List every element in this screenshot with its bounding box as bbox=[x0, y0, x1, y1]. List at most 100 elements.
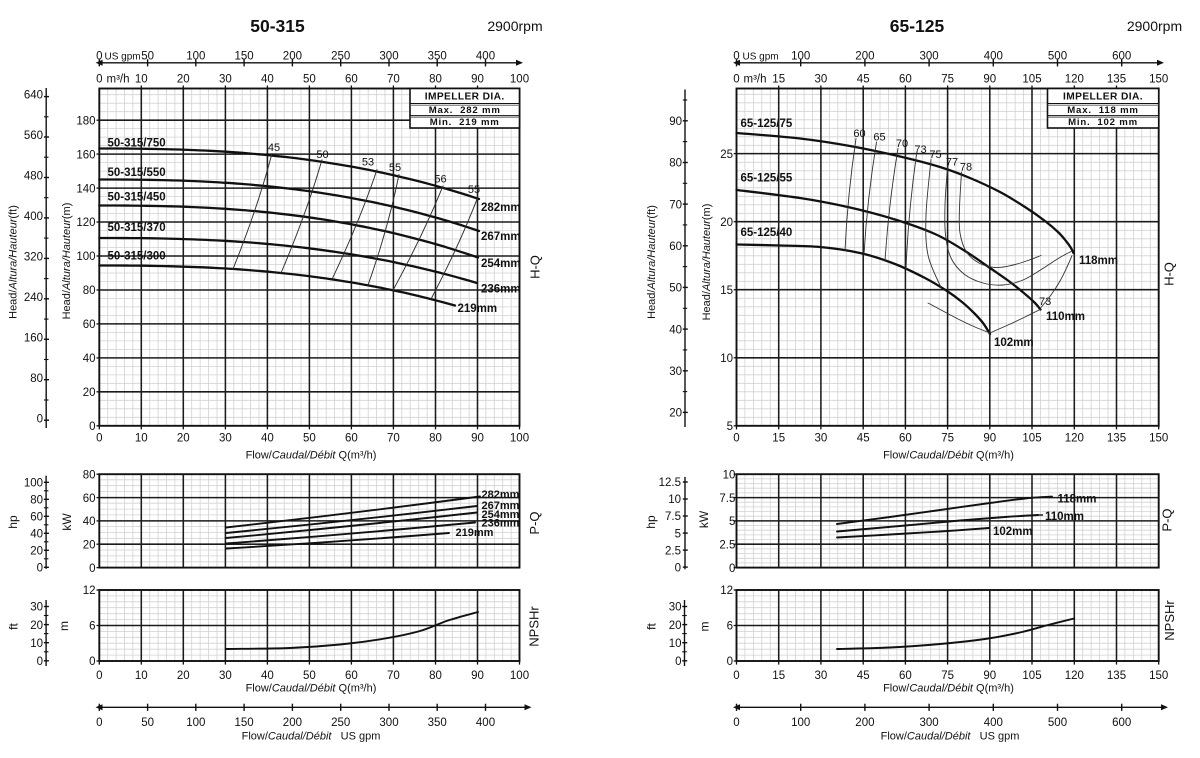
svg-text:0: 0 bbox=[89, 656, 95, 668]
svg-text:300: 300 bbox=[920, 717, 939, 729]
svg-text:40: 40 bbox=[83, 516, 96, 528]
svg-text:150: 150 bbox=[235, 717, 254, 729]
svg-text:560: 560 bbox=[24, 130, 43, 142]
svg-text:P-Q: P-Q bbox=[1160, 508, 1175, 531]
svg-text:6: 6 bbox=[727, 621, 733, 633]
svg-text:75: 75 bbox=[941, 433, 954, 445]
svg-text:hp: hp bbox=[644, 515, 658, 529]
svg-text:0: 0 bbox=[675, 562, 681, 574]
svg-text:600: 600 bbox=[1112, 51, 1131, 63]
svg-text:2.5: 2.5 bbox=[719, 540, 735, 552]
svg-text:80: 80 bbox=[429, 74, 442, 86]
svg-text:45: 45 bbox=[857, 433, 870, 445]
svg-text:10: 10 bbox=[723, 469, 736, 481]
svg-text:65-125/75: 65-125/75 bbox=[741, 118, 793, 130]
svg-text:300: 300 bbox=[379, 717, 398, 729]
svg-text:75: 75 bbox=[929, 149, 941, 161]
svg-text:0: 0 bbox=[37, 414, 43, 426]
svg-text:30: 30 bbox=[815, 433, 828, 445]
svg-text:10: 10 bbox=[720, 353, 733, 365]
svg-text:180: 180 bbox=[76, 115, 95, 127]
svg-text:282mm: 282mm bbox=[481, 202, 521, 214]
svg-text:80: 80 bbox=[669, 158, 682, 170]
svg-text:H-Q: H-Q bbox=[527, 255, 542, 279]
svg-text:m: m bbox=[698, 622, 712, 632]
svg-text:80: 80 bbox=[429, 433, 442, 445]
svg-text:kW: kW bbox=[60, 513, 74, 531]
svg-text:US gpm: US gpm bbox=[105, 52, 141, 63]
svg-text:30: 30 bbox=[219, 670, 232, 682]
svg-text:0: 0 bbox=[733, 670, 739, 682]
svg-text:2.5: 2.5 bbox=[665, 545, 681, 557]
svg-text:20: 20 bbox=[720, 217, 733, 229]
svg-text:80: 80 bbox=[83, 285, 96, 297]
svg-text:120: 120 bbox=[1065, 670, 1084, 682]
svg-text:Head/Altura/Hauteur(m): Head/Altura/Hauteur(m) bbox=[61, 203, 73, 320]
svg-text:NPSHr: NPSHr bbox=[527, 606, 542, 647]
svg-text:50: 50 bbox=[316, 149, 328, 161]
svg-text:6: 6 bbox=[89, 621, 95, 633]
svg-text:80: 80 bbox=[30, 373, 43, 385]
svg-text:65: 65 bbox=[873, 132, 885, 144]
svg-text:20: 20 bbox=[177, 670, 190, 682]
svg-text:20: 20 bbox=[83, 387, 96, 399]
svg-text:40: 40 bbox=[30, 529, 43, 541]
svg-text:m³/h: m³/h bbox=[107, 74, 130, 86]
svg-text:45: 45 bbox=[857, 74, 870, 86]
svg-text:100: 100 bbox=[791, 717, 810, 729]
svg-text:12.5: 12.5 bbox=[659, 477, 681, 489]
svg-text:100: 100 bbox=[510, 74, 529, 86]
svg-text:400: 400 bbox=[24, 211, 43, 223]
svg-text:Head/Altura/Hauteur(ft): Head/Altura/Hauteur(ft) bbox=[8, 205, 20, 319]
svg-text:50: 50 bbox=[303, 433, 316, 445]
svg-text:50: 50 bbox=[669, 283, 682, 295]
svg-text:400: 400 bbox=[476, 717, 495, 729]
svg-text:30: 30 bbox=[30, 602, 43, 614]
svg-text:US gpm: US gpm bbox=[743, 52, 779, 63]
svg-text:100: 100 bbox=[186, 51, 205, 63]
svg-text:20: 20 bbox=[669, 408, 682, 420]
svg-text:60: 60 bbox=[899, 433, 912, 445]
svg-text:10: 10 bbox=[135, 74, 148, 86]
svg-text:60: 60 bbox=[30, 512, 43, 524]
svg-text:10: 10 bbox=[668, 494, 681, 506]
svg-text:Min. 102 mm: Min. 102 mm bbox=[1068, 117, 1138, 128]
svg-text:100: 100 bbox=[186, 717, 205, 729]
svg-text:30: 30 bbox=[669, 366, 682, 378]
svg-text:7.5: 7.5 bbox=[719, 493, 735, 505]
svg-text:300: 300 bbox=[379, 51, 398, 63]
svg-text:254mm: 254mm bbox=[481, 258, 521, 270]
svg-text:20: 20 bbox=[83, 540, 96, 552]
svg-text:200: 200 bbox=[283, 717, 302, 729]
svg-text:90: 90 bbox=[471, 670, 484, 682]
svg-text:200: 200 bbox=[855, 717, 874, 729]
svg-text:15: 15 bbox=[720, 285, 733, 297]
svg-text:40: 40 bbox=[261, 670, 274, 682]
svg-text:10: 10 bbox=[135, 670, 148, 682]
svg-text:50-315/370: 50-315/370 bbox=[108, 222, 166, 234]
svg-text:80: 80 bbox=[30, 495, 43, 507]
svg-text:75: 75 bbox=[941, 74, 954, 86]
svg-text:IMPELLER DIA.: IMPELLER DIA. bbox=[1063, 91, 1143, 102]
svg-text:5: 5 bbox=[675, 528, 681, 540]
svg-text:160: 160 bbox=[76, 149, 95, 161]
svg-text:120: 120 bbox=[1065, 433, 1084, 445]
svg-text:hp: hp bbox=[6, 515, 20, 529]
svg-text:Flow/Caudal/Débit US gpm: Flow/Caudal/Débit US gpm bbox=[881, 731, 1020, 743]
svg-text:90: 90 bbox=[669, 116, 682, 128]
svg-text:55: 55 bbox=[389, 162, 401, 174]
svg-text:60: 60 bbox=[345, 433, 358, 445]
svg-text:100: 100 bbox=[76, 251, 95, 263]
svg-text:60: 60 bbox=[345, 74, 358, 86]
svg-text:m³/h: m³/h bbox=[744, 74, 767, 86]
svg-text:40: 40 bbox=[261, 74, 274, 86]
svg-text:300: 300 bbox=[920, 51, 939, 63]
svg-text:Flow/Caudal/Débit Q(m³/h): Flow/Caudal/Débit Q(m³/h) bbox=[246, 682, 377, 694]
svg-text:53: 53 bbox=[362, 157, 374, 169]
svg-text:118mm: 118mm bbox=[1058, 494, 1097, 506]
svg-text:78: 78 bbox=[960, 162, 972, 174]
svg-text:600: 600 bbox=[1112, 717, 1131, 729]
svg-text:60: 60 bbox=[83, 319, 96, 331]
svg-text:30: 30 bbox=[219, 433, 232, 445]
svg-text:120: 120 bbox=[76, 217, 95, 229]
